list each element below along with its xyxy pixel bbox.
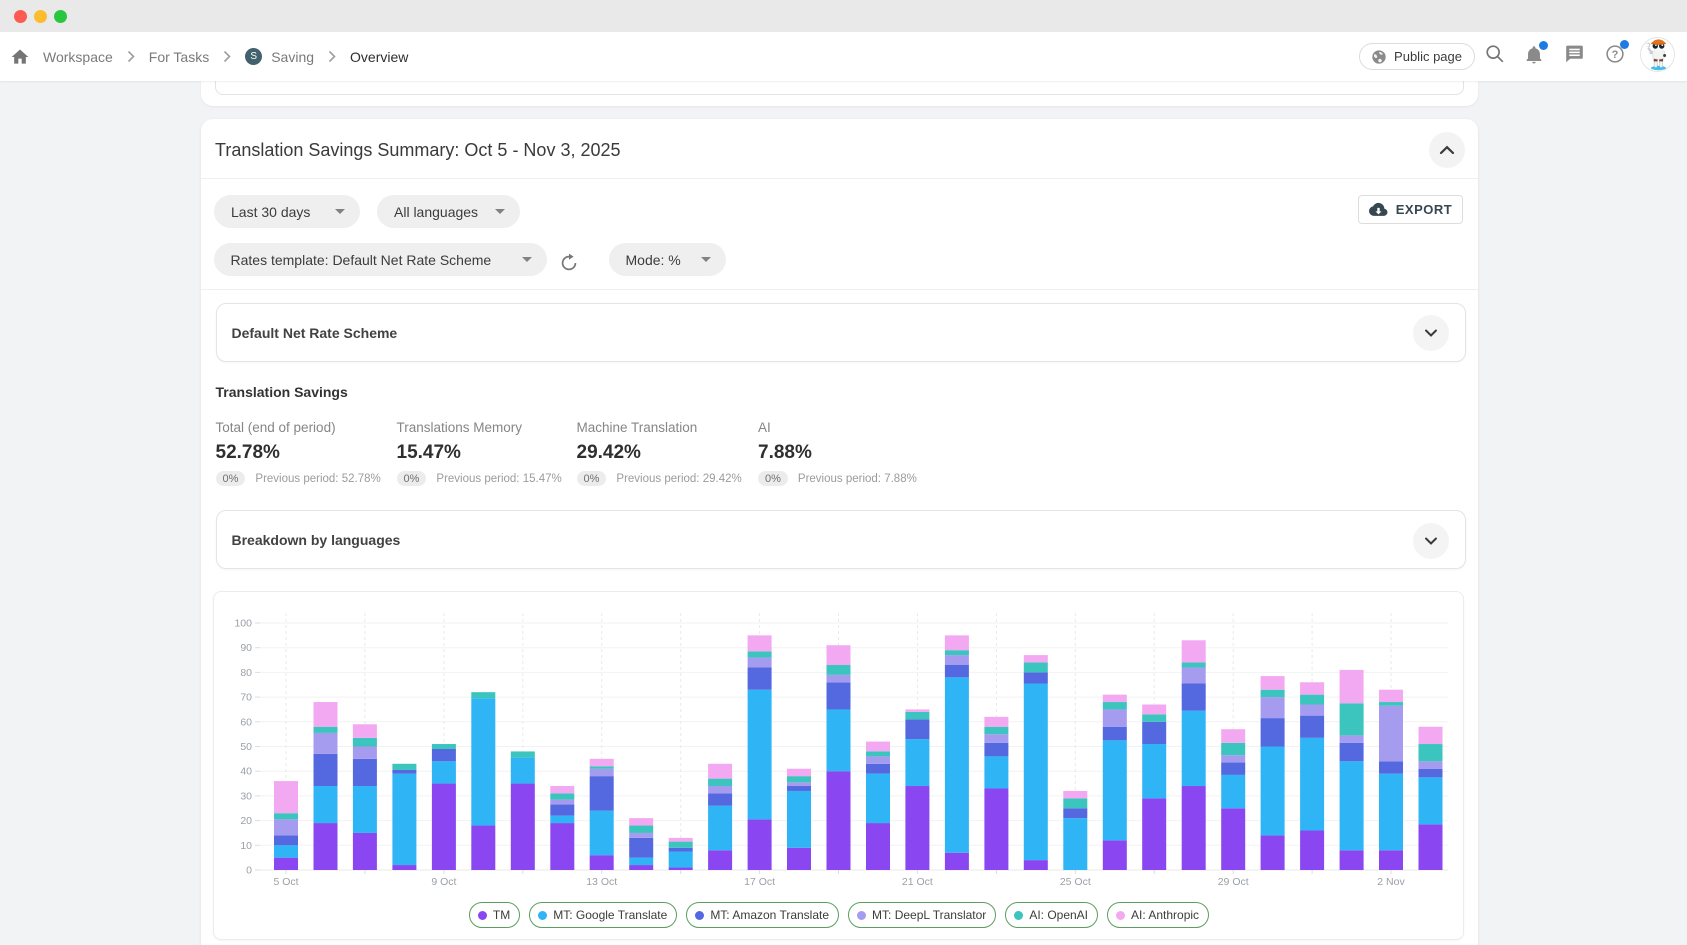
svg-text:29 Oct: 29 Oct [1218,876,1249,888]
svg-text:90: 90 [240,642,252,654]
svg-text:13 Oct: 13 Oct [586,876,617,888]
svg-text:17 Oct: 17 Oct [744,876,775,888]
svg-text:9 Oct: 9 Oct [431,876,456,888]
svg-text:20: 20 [240,815,252,827]
svg-text:2 Nov: 2 Nov [1377,876,1405,888]
svg-text:10: 10 [240,840,252,852]
svg-text:0: 0 [246,865,252,877]
svg-text:21 Oct: 21 Oct [902,876,933,888]
svg-text:?: ? [1612,48,1619,60]
svg-text:30: 30 [240,790,252,802]
svg-text:60: 60 [240,716,252,728]
svg-text:40: 40 [240,766,252,778]
svg-text:25 Oct: 25 Oct [1060,876,1091,888]
svg-text:80: 80 [240,667,252,679]
svg-text:100: 100 [234,618,252,630]
svg-text:5 Oct: 5 Oct [273,876,298,888]
svg-text:50: 50 [240,741,252,753]
svg-text:70: 70 [240,692,252,704]
